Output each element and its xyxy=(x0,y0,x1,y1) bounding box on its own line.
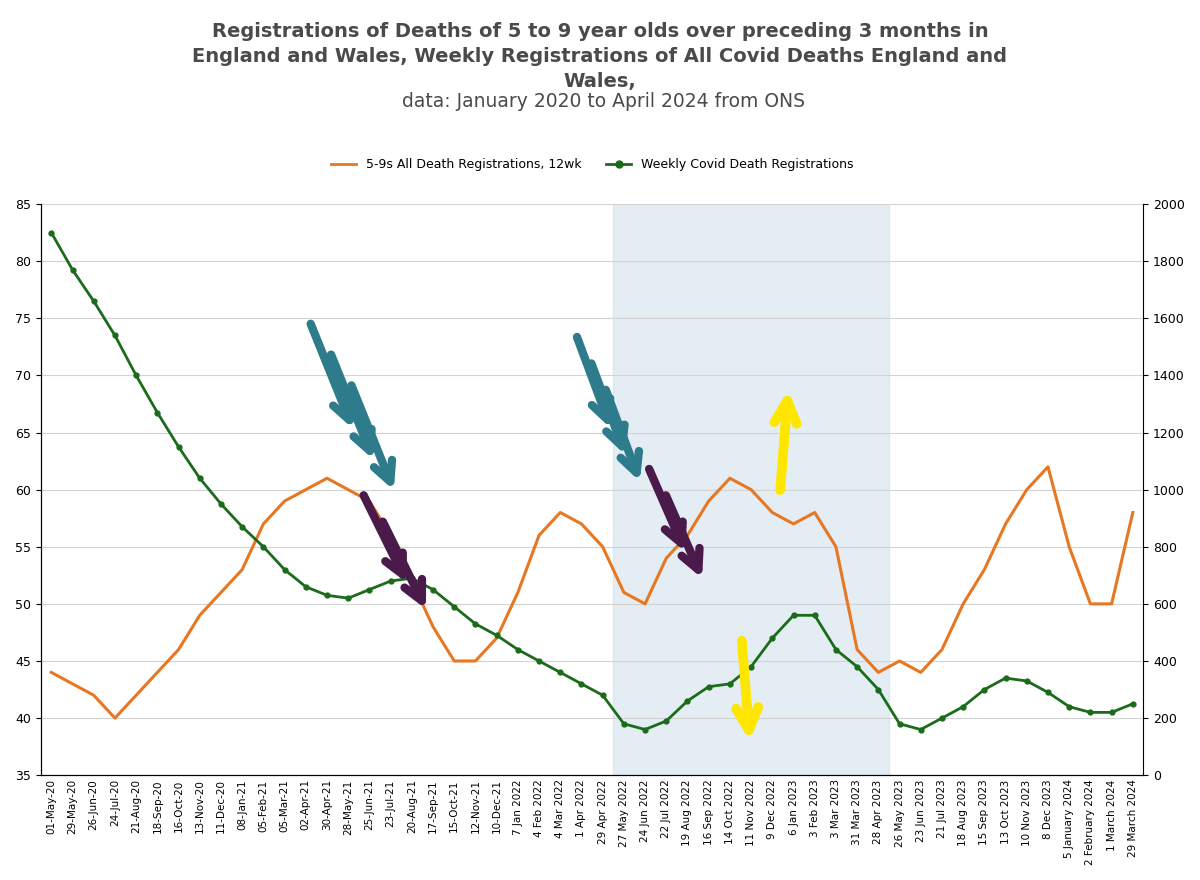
Legend: 5-9s All Death Registrations, 12wk, Weekly Covid Death Registrations: 5-9s All Death Registrations, 12wk, Week… xyxy=(325,153,859,176)
Text: Registrations of Deaths of 5 to 9 year olds over preceding 3 months in
England a: Registrations of Deaths of 5 to 9 year o… xyxy=(192,22,1008,91)
Text: data: January 2020 to April 2024 from ONS: data: January 2020 to April 2024 from ON… xyxy=(396,92,804,112)
Bar xyxy=(613,204,889,775)
